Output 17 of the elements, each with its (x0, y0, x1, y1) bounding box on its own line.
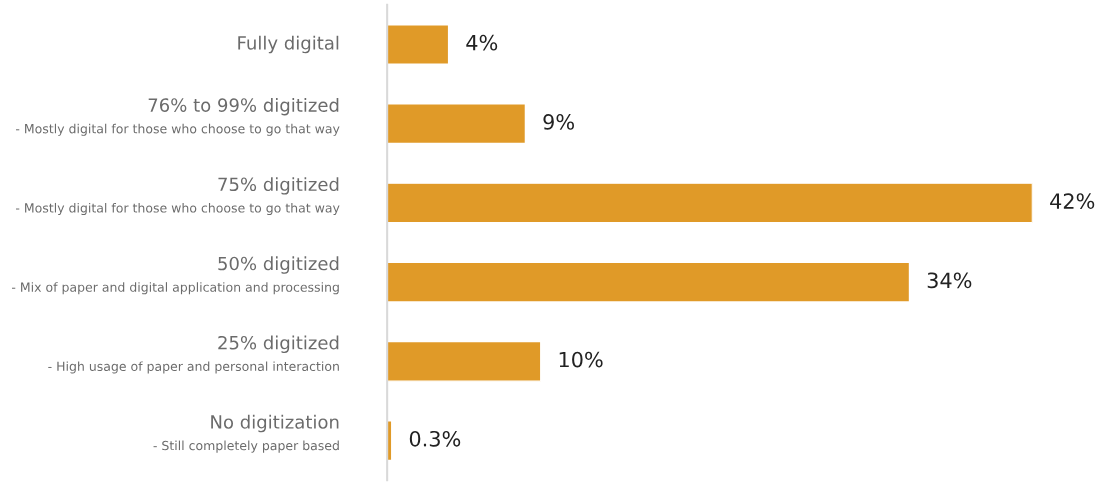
y-tick-label: Fully digital (238, 35, 339, 54)
y-tick-label: 50% digitized - Mix of paper and digital application and processing (11, 256, 339, 295)
data-label: 42% (1050, 193, 1095, 209)
y-tick-label: 25% digitized - High usage of paper and personal interaction (48, 335, 339, 374)
bar (387, 340, 542, 382)
bar (387, 24, 450, 66)
data-label: 4% (466, 34, 498, 51)
data-label: 0.3% (409, 430, 461, 447)
y-tick-label: No digitization - Still completely paper based (153, 414, 339, 453)
data-label: 9% (543, 114, 574, 130)
data-label: 10% (559, 351, 603, 368)
y-tick-label: 76% to 99% digitized - Mostly digital for those who choose to go that way (15, 97, 340, 136)
data-label: 34% (927, 272, 972, 289)
bar (387, 261, 911, 303)
bar (387, 182, 1033, 224)
bar (387, 103, 527, 145)
y-tick-label: 75% digitized - Mostly digital for those who choose to go that way (15, 177, 340, 216)
